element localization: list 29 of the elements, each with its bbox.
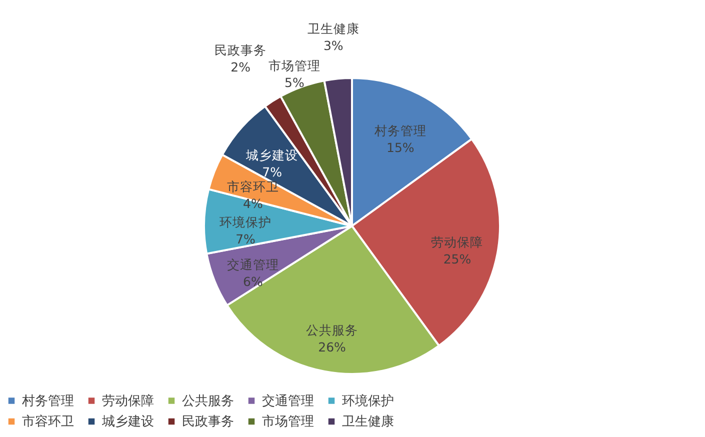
legend-label: 城乡建设 — [101, 414, 154, 430]
slice-label: 公共服务 — [306, 322, 358, 338]
legend-label: 交通管理 — [262, 392, 314, 409]
data-label: 2% — [230, 59, 251, 74]
data-label: 6% — [243, 274, 263, 290]
data-label: 3% — [323, 38, 344, 53]
data-label: 26% — [318, 340, 346, 355]
slice-label: 城乡建设 — [245, 148, 298, 163]
data-label: 7% — [262, 164, 282, 180]
legend-label: 民政事务 — [182, 414, 234, 430]
slice-label: 市容环卫 — [226, 178, 279, 194]
legend-label: 市场管理 — [262, 414, 314, 430]
legend-label: 市容环卫 — [22, 414, 74, 430]
slice-label: 环境保护 — [219, 214, 272, 230]
data-label: 7% — [236, 232, 256, 247]
data-label: 5% — [284, 75, 304, 90]
data-label: 15% — [386, 140, 414, 156]
data-label: 25% — [443, 252, 472, 267]
legend-label: 村务管理 — [21, 394, 74, 409]
slice-label: 村务管理 — [373, 123, 426, 138]
slice-label: 卫生健康 — [307, 20, 360, 36]
slice-label: 市场管理 — [268, 58, 320, 74]
legend-label: 环境保护 — [342, 392, 394, 409]
legend-label: 公共服务 — [182, 394, 234, 409]
slice-label: 交通管理 — [226, 257, 279, 272]
legend-label: 劳动保障 — [102, 394, 154, 409]
slice-label: 民政事务 — [214, 42, 267, 58]
slice-label: 劳动保障 — [431, 234, 484, 250]
legend-label: 卫生健康 — [342, 414, 394, 430]
